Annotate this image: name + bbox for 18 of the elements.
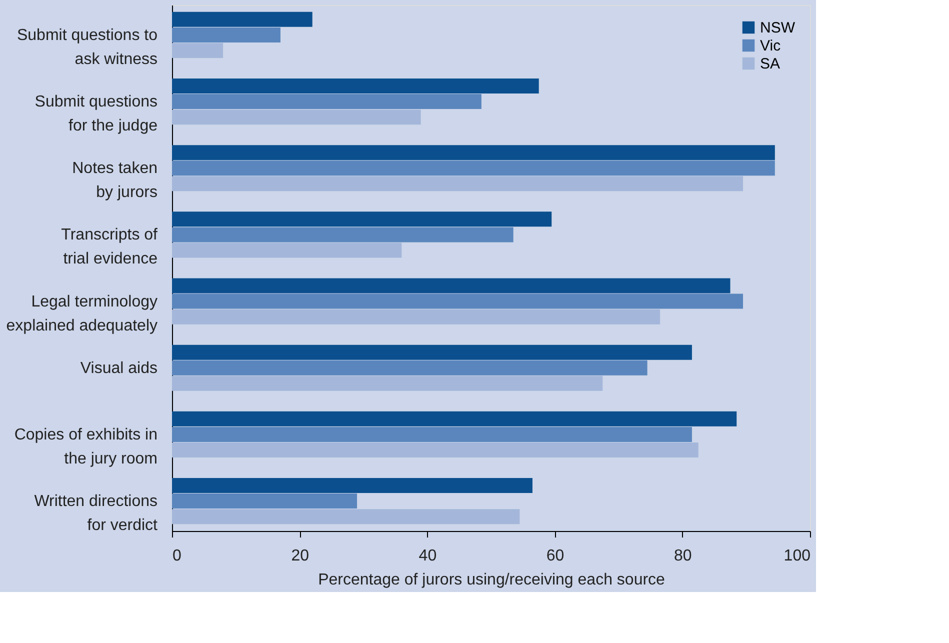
x-tick-label: 20 (291, 548, 310, 564)
x-tick-label: 100 (784, 548, 811, 564)
y-tick-label: Submit questions to ask witness (16, 26, 158, 68)
x-tick-label: 40 (418, 548, 437, 564)
legend-label: Vic (760, 38, 782, 54)
y-tick-label: Submit questions for the judge (34, 94, 158, 135)
legend-label: SA (760, 56, 780, 72)
y-tick-label: Written directions for verdict (34, 493, 158, 534)
x-tick-label: 0 (172, 548, 182, 564)
x-tick-label: 60 (546, 548, 564, 564)
legend-label: NSW (760, 20, 796, 36)
x-axis-title: Percentage of jurors using/receiving each source (318, 572, 666, 588)
y-tick-label: Copies of exhibits in the jury room (14, 426, 158, 468)
y-tick-label: Transcripts of trial evidence (61, 226, 158, 268)
y-tick-label: Notes taken by jurors (72, 160, 158, 202)
y-tick-label: Legal terminology explained adequately (6, 293, 158, 334)
x-tick-label: 80 (674, 548, 692, 564)
y-tick-label: Visual aids (80, 360, 158, 377)
